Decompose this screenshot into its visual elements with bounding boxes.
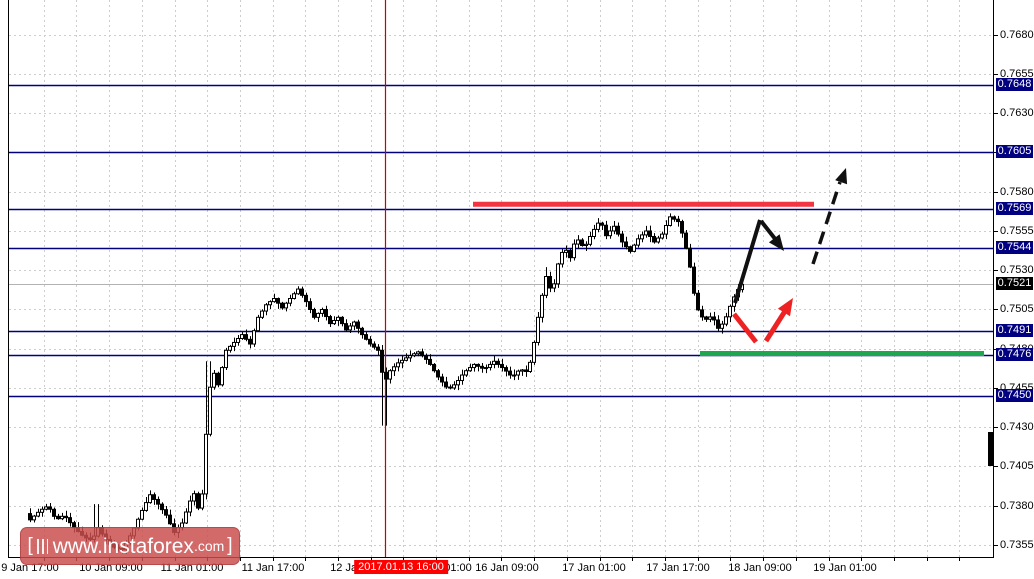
- black-down-arrow-head: [768, 234, 784, 251]
- watermark-close-bracket: ]: [227, 535, 233, 556]
- watermark-tld-text: .com: [193, 537, 225, 554]
- forecast-arrows[interactable]: [732, 168, 848, 344]
- watermark-open-bracket: [: [27, 535, 33, 556]
- instaforex-watermark: [ www.instaforex .com ]: [20, 527, 240, 565]
- black-dashed-up-arrow[interactable]: [811, 181, 842, 265]
- red-pullback-line[interactable]: [732, 312, 758, 344]
- instaforex-logo-icon: [36, 538, 48, 554]
- price-axis-scale-bar[interactable]: [988, 432, 994, 466]
- analyst-level-strokes[interactable]: [473, 201, 984, 356]
- grid-layer: [9, 0, 993, 557]
- black-dashed-up-arrow-head: [835, 168, 848, 185]
- red-bounce-arrow[interactable]: [763, 306, 790, 343]
- black-down-arrow[interactable]: [759, 219, 778, 242]
- red-bounce-arrow-head: [777, 298, 793, 317]
- watermark-domain-text: www.instaforex: [52, 534, 194, 558]
- black-up-line[interactable]: [733, 219, 762, 304]
